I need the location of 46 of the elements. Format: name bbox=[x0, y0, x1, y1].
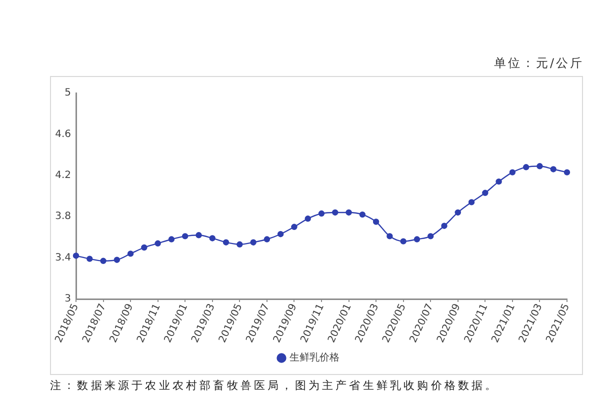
point bbox=[277, 231, 284, 238]
point bbox=[346, 209, 352, 216]
point bbox=[100, 258, 106, 264]
point bbox=[550, 166, 556, 172]
point bbox=[141, 244, 148, 251]
point bbox=[522, 164, 530, 170]
point bbox=[291, 224, 298, 230]
point bbox=[182, 233, 188, 240]
point bbox=[564, 169, 570, 176]
point bbox=[196, 232, 202, 238]
point bbox=[386, 233, 393, 240]
point bbox=[372, 218, 380, 225]
point bbox=[359, 211, 366, 218]
point bbox=[454, 209, 461, 216]
point bbox=[536, 163, 543, 170]
point bbox=[496, 178, 502, 185]
y-tick-label: 3.8 bbox=[55, 211, 71, 222]
point bbox=[72, 252, 80, 259]
point bbox=[509, 169, 516, 176]
text: 注：数据来源于农业农村部畜牧兽医局，图为主产省生鲜乳收购价格数据。 bbox=[50, 378, 499, 393]
y-tick-label: 3 bbox=[64, 294, 71, 305]
point bbox=[127, 250, 134, 257]
legend-label: 生鲜乳价格 bbox=[290, 352, 340, 364]
point bbox=[318, 210, 325, 217]
y-tick-label: 5 bbox=[64, 88, 71, 99]
point bbox=[414, 236, 420, 242]
point bbox=[168, 236, 175, 242]
point bbox=[209, 235, 216, 242]
point bbox=[222, 239, 230, 246]
point bbox=[304, 216, 311, 222]
point bbox=[428, 233, 434, 240]
point bbox=[154, 240, 161, 246]
point bbox=[236, 241, 243, 248]
y-tick-label: 4.2 bbox=[55, 170, 71, 181]
point bbox=[482, 190, 488, 196]
y-tick-label: 3.4 bbox=[55, 252, 71, 264]
point bbox=[332, 209, 338, 216]
point bbox=[86, 256, 93, 262]
y-tick-label: 4.6 bbox=[55, 128, 71, 140]
point bbox=[441, 222, 448, 229]
point bbox=[264, 236, 270, 242]
point bbox=[250, 239, 256, 246]
point bbox=[114, 256, 120, 263]
text: 单位：元/公斤 bbox=[494, 55, 584, 72]
point bbox=[400, 238, 406, 244]
point bbox=[468, 199, 475, 206]
